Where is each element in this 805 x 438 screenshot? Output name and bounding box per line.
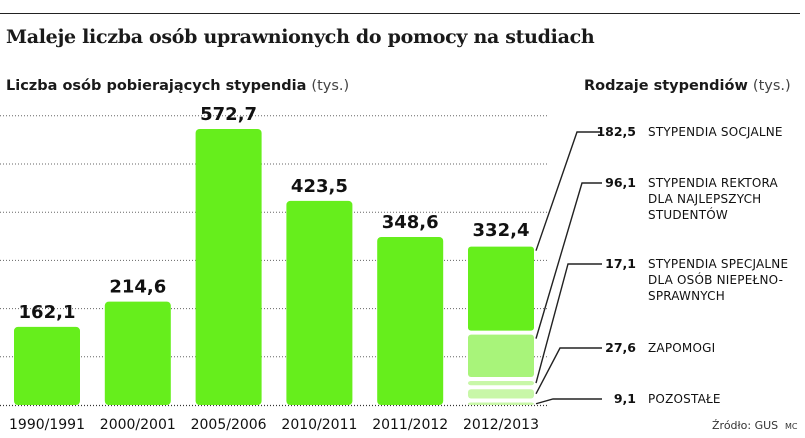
bar-value-label: 348,6 xyxy=(382,212,439,233)
chart-title: Maleje liczba osób uprawnionych do pomoc… xyxy=(6,26,595,48)
category-label: 2012/2013 xyxy=(463,417,539,433)
value-labels: 162,1 214,6 572,7 423,5 348,6 332,4 xyxy=(19,104,530,323)
leader-line xyxy=(535,263,602,384)
segment-value-label: 96,1 xyxy=(605,175,636,190)
breakdown-legend: 182,5 STYPENDIA SOCJALNE 96,1 STYPENDIA REK… xyxy=(535,124,788,406)
leader-line xyxy=(535,131,602,251)
left-panel-label: Liczba osób pobierających stypendia (tys… xyxy=(6,78,349,94)
segment-name-label: POZOSTAŁE xyxy=(648,392,721,406)
left-panel-label-text: Liczba osób pobierających stypendia xyxy=(6,78,307,94)
segment-value-label: 182,5 xyxy=(596,124,636,139)
segment-value-label: 17,1 xyxy=(605,256,636,271)
category-label: 2000/2001 xyxy=(100,417,176,433)
right-panel-label-text: Rodzaje stypendiów xyxy=(584,78,748,94)
segment-name-label: STYPENDIA REKTORA xyxy=(648,176,779,190)
segment-name-label: STYPENDIA SOCJALNE xyxy=(648,125,783,139)
bar-value-label: 423,5 xyxy=(291,176,348,197)
bar xyxy=(286,200,353,405)
author-signature: MC xyxy=(785,422,798,431)
bar xyxy=(14,326,80,405)
right-panel-unit: (tys.) xyxy=(752,78,791,94)
stacked-segment xyxy=(468,334,534,377)
stacked-segment xyxy=(468,246,534,331)
segment-name-label: ZAPOMOGI xyxy=(648,341,715,355)
category-labels: 1990/1991 2000/2001 2005/2006 2010/2011 2011… xyxy=(9,417,539,433)
segment-name-label: DLA NAJLEPSZYCH xyxy=(648,192,761,206)
source-note: Źródło: GUS xyxy=(712,419,779,432)
segment-name-label: STUDENTÓW xyxy=(648,207,728,222)
segment-value-label: 27,6 xyxy=(605,340,636,355)
segment-name-label: DLA OSÓB NIEPEŁNO- xyxy=(648,272,783,287)
stacked-segment xyxy=(468,402,534,405)
leader-line xyxy=(535,398,602,405)
bar-value-label: 162,1 xyxy=(19,302,76,323)
bar xyxy=(195,128,262,405)
bar-value-label: 332,4 xyxy=(473,220,530,241)
category-label: 1990/1991 xyxy=(9,417,85,433)
bars xyxy=(14,128,534,405)
left-panel-unit: (tys.) xyxy=(311,78,350,94)
top-rule xyxy=(0,13,800,14)
leader-line xyxy=(535,347,602,395)
category-label: 2011/2012 xyxy=(372,417,448,433)
bar-value-label: 572,7 xyxy=(200,104,257,125)
gridlines xyxy=(0,115,548,407)
segment-name-label: STYPENDIA SPECJALNE xyxy=(648,257,788,271)
category-label: 2010/2011 xyxy=(281,417,357,433)
stacked-segment xyxy=(468,380,534,386)
bar xyxy=(104,301,171,405)
right-panel-label: Rodzaje stypendiów (tys.) xyxy=(584,78,791,94)
segment-name-label: SPRAWNYCH xyxy=(648,289,725,303)
stacked-segment xyxy=(468,389,534,399)
category-label: 2005/2006 xyxy=(191,417,267,433)
leader-line xyxy=(535,182,602,339)
segment-value-label: 9,1 xyxy=(614,391,636,406)
bar xyxy=(377,236,444,405)
bar-value-label: 214,6 xyxy=(109,277,166,298)
